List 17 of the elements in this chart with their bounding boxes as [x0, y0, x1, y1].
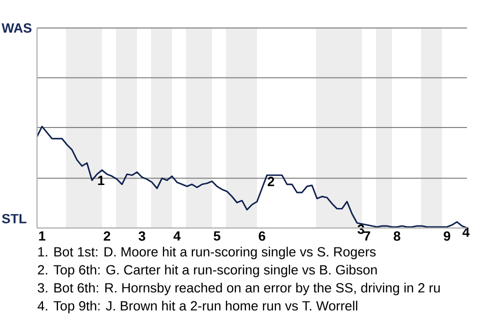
- x-tick-label: 7: [364, 231, 370, 241]
- text: STL: [2, 214, 26, 224]
- annotation: 1: [98, 176, 104, 185]
- annotation: 2: [268, 176, 274, 186]
- x-tick-label: 5: [214, 231, 220, 241]
- x-tick-label: 2: [104, 231, 110, 241]
- x-tick-label: 6: [258, 231, 266, 241]
- text: 3. Bot 6th: R. Hornsby reached on an error by the SS, driving in 2 ru: [38, 282, 440, 296]
- x-tick-label: 4: [174, 231, 181, 241]
- text: 4. Top 9th: J. Brown hit a 2-run home run vs T. Worrell: [38, 300, 358, 314]
- text: 1. Bot 1st: D. Moore hit a run-scoring single vs S. Rogers: [38, 246, 376, 260]
- x-tick-label: 1: [39, 231, 46, 241]
- text: 2. Top 6th: G. Carter hit a run-scoring single vs B. Gibson: [38, 264, 377, 278]
- x-tick-label: 9: [444, 231, 450, 241]
- text: WAS: [2, 23, 32, 33]
- x-tick-label: 3: [138, 231, 146, 241]
- x-tick-label: 8: [394, 231, 400, 241]
